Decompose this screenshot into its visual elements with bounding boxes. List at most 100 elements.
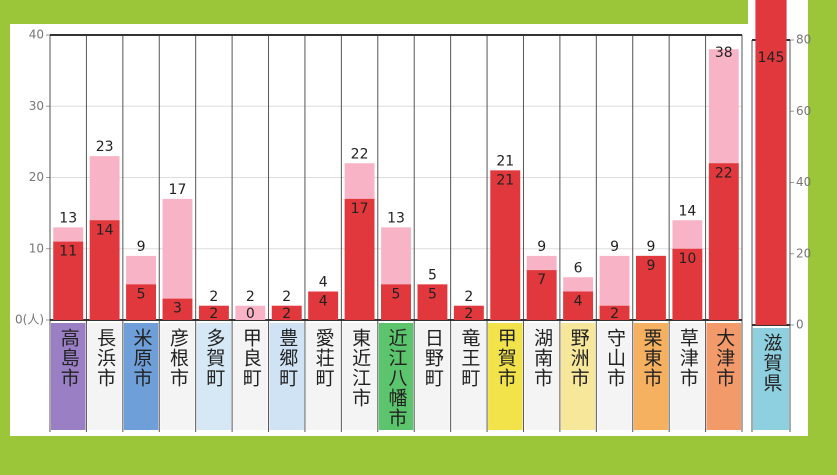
value-label: 2 [610,306,619,322]
value-label: 4 [319,294,328,310]
x-tick-label: 草津市 [677,328,699,388]
bar [563,291,594,320]
category-box [87,323,122,430]
y-tick-label: 0 [796,318,804,332]
value-label: 9 [646,239,655,255]
value-label: 0 [246,306,255,322]
category-box [378,323,414,430]
x-tick-label: 日野町 [422,328,444,388]
value-label: 13 [387,210,405,226]
x-tick-label: 高島市 [58,328,80,388]
bar [453,305,484,320]
y-tick-label: 20 [29,170,44,184]
x-tick-label: 近江八幡市 [386,328,408,428]
bar [636,255,666,320]
y-tick-label: 20 [796,246,811,260]
value-label: 23 [96,139,114,155]
y-tick-label: 80 [796,33,811,47]
category-box [633,323,669,430]
bar [344,198,375,320]
bar [126,284,156,320]
value-label: 2 [209,289,218,305]
value-label: 2 [209,306,218,322]
x-tick-label: 野洲市 [568,328,590,388]
x-tick-label: 守山市 [604,328,626,388]
value-label: 2 [282,289,291,305]
value-label: 7 [537,272,546,288]
value-label: 9 [646,258,655,274]
x-tick-label: 湖南市 [531,328,553,388]
x-tick-label: 栗東市 [640,328,662,388]
category-box [524,323,559,430]
value-label: 11 [59,244,77,260]
x-tick-label: 米原市 [131,328,153,388]
category-box [233,323,268,430]
value-label: 9 [610,239,619,255]
bar [381,284,411,320]
category-box [269,323,304,430]
x-tick-label: 竜王町 [458,328,480,388]
x-tick-label: 東近江市 [349,328,371,408]
value-label: 21 [496,172,514,188]
y-tick-label: 10 [29,241,44,255]
value-label: 2 [464,306,473,322]
value-label: 14 [96,222,114,238]
category-box [196,323,232,430]
value-label: 13 [59,210,77,226]
value-label: 2 [246,289,255,305]
chart-total: 0 20 40 60 80 滋賀県 145 [751,0,811,432]
value-label: 2 [282,306,291,322]
bar [271,305,302,320]
value-label: 17 [169,182,187,198]
value-label: 9 [137,239,146,255]
y-tick-label: 30 [29,99,44,113]
value-label: 10 [678,251,696,267]
x-tick-label: 滋賀県 [761,333,783,393]
value-label: 3 [173,301,182,317]
x-tick-label: 甲賀市 [495,328,517,388]
value-label: 14 [678,203,696,219]
value-label: 22 [351,146,369,162]
y-tick-label: 0(人) [15,313,44,327]
bar [708,163,739,320]
bar [235,305,266,320]
bar [53,241,84,320]
value-label: 4 [319,275,328,291]
bar [672,248,703,320]
value-label: 5 [137,286,146,302]
category-box [597,323,632,430]
x-tick-label: 多賀町 [203,328,225,388]
bar [526,270,557,320]
x-tick-label: 長浜市 [94,328,116,388]
value-label: 5 [428,286,437,302]
category-box [488,323,523,430]
value-label: 5 [392,286,401,302]
category-box [560,323,596,430]
value-label: 21 [496,153,514,169]
y-tick-label: 60 [796,104,811,118]
category-box [670,323,705,430]
category-box [753,328,789,430]
value-label: 4 [574,294,583,310]
bar [417,284,448,320]
value-label: 22 [715,165,733,181]
bar [490,170,521,320]
category-box [415,323,450,430]
x-tick-label: 彦根市 [167,328,189,388]
bar [162,298,193,320]
bar [755,0,787,325]
x-tick-label: 大津市 [713,328,735,388]
x-tick-label: 豊郷町 [276,328,298,388]
category-box [160,323,195,430]
value-label: 38 [715,45,733,61]
bar [599,305,630,320]
value-label: 9 [537,239,546,255]
x-tick-label: 愛荘町 [313,328,335,388]
y-tick-label: 40 [29,28,44,42]
category-box [451,323,487,430]
category-box [123,323,159,430]
bar [308,291,339,320]
x-tick-label: 甲良町 [240,328,262,388]
